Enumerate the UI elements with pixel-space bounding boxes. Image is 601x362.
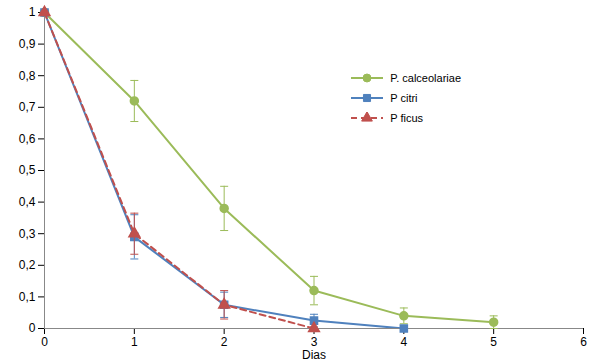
svg-text:5: 5 (490, 335, 497, 349)
html-text:P citri: P citri (390, 92, 418, 104)
svg-text:3: 3 (310, 335, 318, 349)
svg-text:0,4: 0,4 (19, 195, 36, 209)
svg-text:0,8: 0,8 (19, 69, 36, 83)
svg-text:0,9: 0,9 (19, 37, 36, 51)
svg-text:0,2: 0,2 (19, 258, 36, 272)
svg-text:2: 2 (221, 335, 228, 349)
svg-text:0,1: 0,1 (19, 290, 36, 304)
svg-text:0,6: 0,6 (19, 132, 36, 146)
svg-text:0,5: 0,5 (19, 163, 36, 177)
svg-text:6: 6 (580, 335, 587, 349)
svg-text:0,3: 0,3 (19, 227, 36, 241)
svg-text:0: 0 (29, 321, 36, 335)
svg-text:4: 4 (400, 335, 407, 349)
html-text:P. calceolariae: P. calceolariae (390, 72, 461, 84)
html-text:P ficus: P ficus (390, 112, 424, 124)
svg-text:0,7: 0,7 (19, 100, 36, 114)
svg-text:0: 0 (41, 335, 48, 349)
svg-text:1: 1 (131, 335, 138, 349)
svg-text:1: 1 (29, 5, 36, 19)
svg-text:Dias: Dias (302, 348, 326, 362)
